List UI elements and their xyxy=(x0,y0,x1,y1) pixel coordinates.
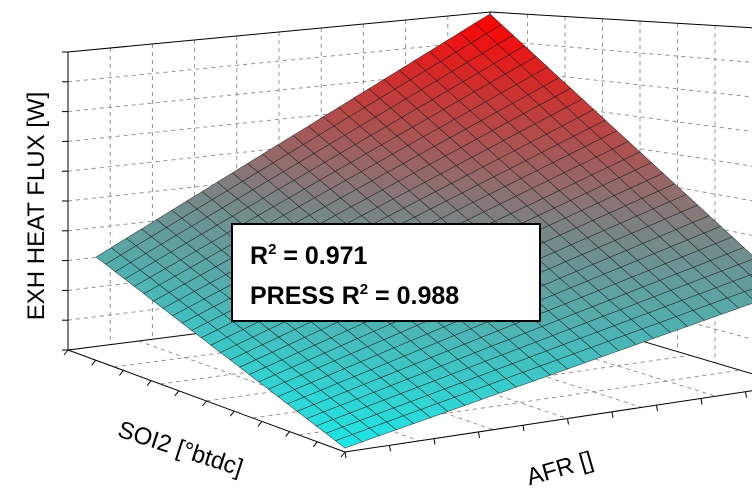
soi2-tick xyxy=(119,370,124,376)
soi2-tick xyxy=(229,410,235,417)
press-r2-line: PRESS R2 = 0.988 xyxy=(250,281,459,310)
soi2-tick xyxy=(340,451,346,458)
afr-tick xyxy=(433,438,436,445)
r2-superscript: 2 xyxy=(268,241,276,258)
afr-tick xyxy=(611,411,614,418)
soi2-tick xyxy=(312,441,318,448)
press-r2-label: PRESS R xyxy=(250,282,360,310)
soi2-tick xyxy=(257,421,263,427)
r2-line: R2 = 0.971 xyxy=(250,241,368,270)
soi2-tick xyxy=(91,359,97,366)
soi2-tick xyxy=(146,380,152,386)
surface-cell xyxy=(743,288,752,300)
soi2-tick xyxy=(202,400,207,407)
soi2-tick xyxy=(285,431,290,437)
z-axis-label: EXH HEAT FLUX [W] xyxy=(23,92,50,320)
axis-ticks xyxy=(62,51,747,459)
afr-tick xyxy=(344,451,347,459)
afr-tick xyxy=(522,425,525,432)
afr-tick xyxy=(745,391,747,398)
afr-tick xyxy=(478,431,480,438)
afr-tick xyxy=(389,445,391,452)
top-right-edge xyxy=(489,11,752,29)
afr-tick xyxy=(656,405,658,412)
soi2-tick xyxy=(174,390,180,397)
press-r2-value: = 0.988 xyxy=(368,282,459,310)
afr-axis-label: AFR [] xyxy=(524,446,597,491)
soi2-axis-label: SOI2 [°btdc] xyxy=(114,416,246,482)
surface-cell xyxy=(334,434,363,449)
fit-annotation: R2 = 0.971 PRESS R2 = 0.988 xyxy=(231,223,541,322)
annotation-box xyxy=(231,223,541,322)
soi2-tick xyxy=(63,349,69,356)
r2-label: R xyxy=(250,242,268,270)
grid-line-h xyxy=(67,39,491,83)
afr-tick xyxy=(700,398,703,405)
r2-value: = 0.971 xyxy=(276,242,367,270)
press-r2-superscript: 2 xyxy=(360,281,368,298)
grid-line-rh xyxy=(489,39,752,63)
afr-tick xyxy=(567,418,569,425)
